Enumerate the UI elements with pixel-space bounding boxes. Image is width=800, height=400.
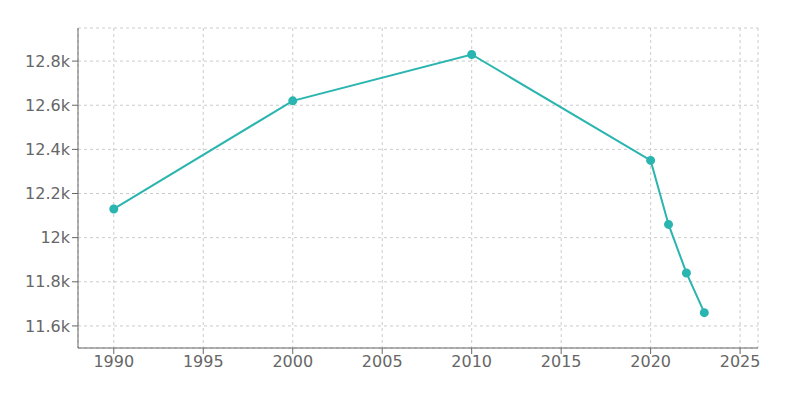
svg-text:1990: 1990 — [93, 352, 134, 371]
svg-text:2020: 2020 — [630, 352, 671, 371]
svg-text:2000: 2000 — [272, 352, 313, 371]
svg-text:11.6k: 11.6k — [25, 317, 71, 336]
svg-text:2015: 2015 — [541, 352, 582, 371]
svg-text:12.4k: 12.4k — [25, 140, 71, 159]
svg-text:12.8k: 12.8k — [25, 52, 71, 71]
svg-text:12.6k: 12.6k — [25, 96, 71, 115]
svg-text:12.2k: 12.2k — [25, 184, 71, 203]
svg-text:2010: 2010 — [451, 352, 492, 371]
svg-text:11.8k: 11.8k — [25, 272, 71, 291]
svg-text:1995: 1995 — [183, 352, 224, 371]
svg-text:12k: 12k — [40, 228, 70, 247]
svg-text:2025: 2025 — [720, 352, 761, 371]
svg-text:2005: 2005 — [362, 352, 403, 371]
